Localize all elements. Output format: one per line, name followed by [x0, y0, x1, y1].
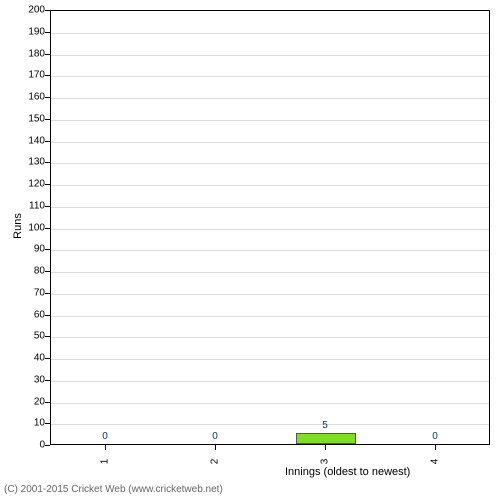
copyright-text: (C) 2001-2015 Cricket Web (www.cricketwe… — [4, 484, 223, 495]
ytick-label: 90 — [34, 244, 45, 255]
gridline — [51, 229, 489, 230]
chart-container: Runs Innings (oldest to newest) (C) 2001… — [0, 0, 500, 500]
ytick-mark — [45, 10, 50, 11]
ytick-label: 60 — [34, 309, 45, 320]
ytick-mark — [45, 32, 50, 33]
ytick-mark — [45, 380, 50, 381]
ytick-mark — [45, 141, 50, 142]
xtick-mark — [435, 445, 436, 450]
ytick-label: 200 — [28, 5, 45, 16]
xtick-label: 4 — [430, 459, 441, 465]
ytick-label: 150 — [28, 113, 45, 124]
gridline — [51, 185, 489, 186]
ytick-mark — [45, 249, 50, 250]
ytick-mark — [45, 445, 50, 446]
value-label: 0 — [212, 431, 218, 442]
ytick-label: 80 — [34, 266, 45, 277]
ytick-mark — [45, 228, 50, 229]
ytick-label: 50 — [34, 331, 45, 342]
xtick-mark — [105, 445, 106, 450]
ytick-label: 20 — [34, 396, 45, 407]
gridline — [51, 337, 489, 338]
x-axis-label: Innings (oldest to newest) — [285, 466, 410, 478]
ytick-mark — [45, 358, 50, 359]
gridline — [51, 55, 489, 56]
ytick-mark — [45, 293, 50, 294]
ytick-mark — [45, 315, 50, 316]
y-axis-label: Runs — [12, 213, 24, 239]
ytick-label: 140 — [28, 135, 45, 146]
ytick-mark — [45, 162, 50, 163]
ytick-mark — [45, 271, 50, 272]
ytick-label: 100 — [28, 222, 45, 233]
gridline — [51, 272, 489, 273]
ytick-mark — [45, 97, 50, 98]
gridline — [51, 424, 489, 425]
xtick-label: 1 — [100, 459, 111, 465]
ytick-mark — [45, 75, 50, 76]
gridline — [51, 76, 489, 77]
gridline — [51, 163, 489, 164]
ytick-label: 40 — [34, 353, 45, 364]
gridline — [51, 250, 489, 251]
gridline — [51, 294, 489, 295]
xtick-label: 3 — [320, 459, 331, 465]
ytick-mark — [45, 184, 50, 185]
gridline — [51, 33, 489, 34]
ytick-mark — [45, 119, 50, 120]
gridline — [51, 316, 489, 317]
ytick-mark — [45, 54, 50, 55]
gridline — [51, 359, 489, 360]
ytick-label: 30 — [34, 374, 45, 385]
ytick-label: 190 — [28, 26, 45, 37]
ytick-label: 130 — [28, 157, 45, 168]
ytick-label: 160 — [28, 92, 45, 103]
value-label: 0 — [102, 431, 108, 442]
xtick-mark — [215, 445, 216, 450]
gridline — [51, 207, 489, 208]
gridline — [51, 98, 489, 99]
ytick-label: 170 — [28, 70, 45, 81]
value-label: 0 — [432, 431, 438, 442]
xtick-label: 2 — [210, 459, 221, 465]
ytick-label: 70 — [34, 287, 45, 298]
ytick-label: 110 — [29, 200, 45, 211]
ytick-mark — [45, 336, 50, 337]
ytick-mark — [45, 206, 50, 207]
ytick-mark — [45, 402, 50, 403]
plot-area — [50, 10, 490, 445]
ytick-label: 180 — [28, 48, 45, 59]
xtick-mark — [325, 445, 326, 450]
gridline — [51, 142, 489, 143]
ytick-label: 120 — [28, 179, 45, 190]
gridline — [51, 403, 489, 404]
ytick-mark — [45, 423, 50, 424]
gridline — [51, 381, 489, 382]
value-label: 5 — [322, 420, 328, 431]
gridline — [51, 120, 489, 121]
ytick-label: 10 — [34, 418, 45, 429]
bar — [296, 433, 356, 444]
